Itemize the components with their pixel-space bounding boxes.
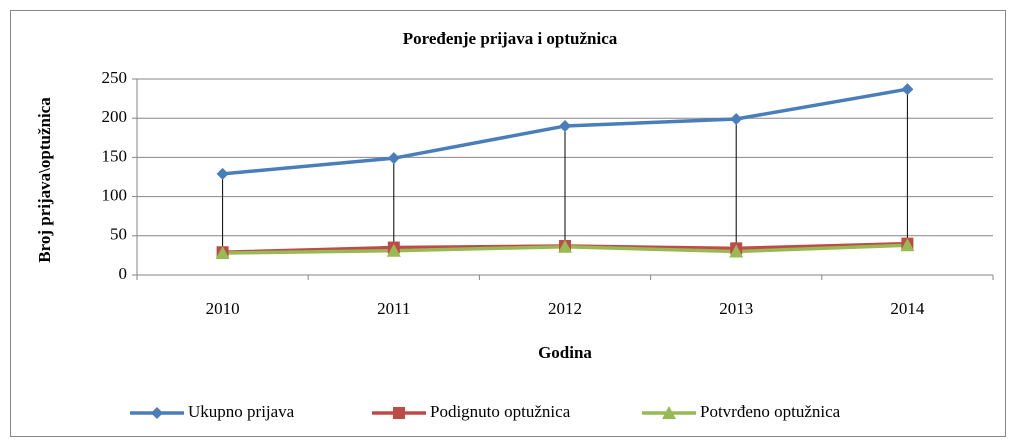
x-tick-label: 2010 [206, 299, 240, 318]
marker [558, 239, 572, 253]
marker [901, 83, 914, 96]
legend-label: Podignuto optužnica [430, 402, 571, 421]
x-tick-label: 2013 [719, 299, 753, 318]
legend-label: Ukupno prijava [188, 402, 295, 421]
marker [215, 246, 230, 260]
y-tick-label: 100 [102, 186, 128, 205]
y-tick-label: 50 [110, 225, 127, 244]
x-tick-label: 2014 [890, 299, 925, 318]
x-tick-label: 2012 [548, 299, 582, 318]
y-tick-label: 250 [102, 68, 128, 87]
y-axis-title: Broj prijava\optužnica [35, 97, 54, 263]
marker [559, 120, 571, 133]
y-tick-label: 150 [102, 146, 128, 165]
legend-label: Potvrđeno optužnica [700, 402, 841, 421]
legend-marker [393, 407, 405, 419]
marker [216, 167, 229, 180]
marker [900, 238, 915, 252]
marker [387, 152, 400, 165]
y-tick-label: 200 [102, 107, 128, 126]
x-axis-title: Godina [538, 343, 592, 362]
marker [729, 244, 744, 258]
x-tick-label: 2011 [377, 299, 410, 318]
y-tick-label: 0 [119, 264, 128, 283]
legend-marker [151, 407, 163, 419]
marker [386, 243, 401, 257]
chart-title: Poređenje prijava i optužnica [403, 29, 618, 48]
legend-marker [662, 406, 676, 419]
marker [730, 112, 743, 125]
chart-border [10, 10, 1006, 437]
